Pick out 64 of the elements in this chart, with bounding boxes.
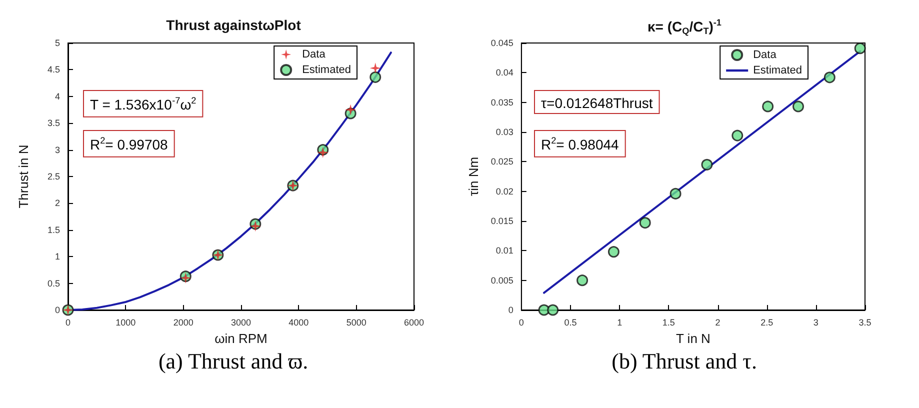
y-tick-label: 0.01	[496, 246, 514, 256]
x-tick-label: 4000	[288, 318, 309, 328]
legend-label: Data	[753, 49, 778, 61]
x-tick-label: 1000	[116, 318, 136, 328]
point	[639, 217, 651, 229]
y-tick-label: 4	[54, 91, 60, 102]
text: (b) Thrust and τ.	[612, 348, 757, 374]
x-tick-label: 2	[715, 318, 720, 328]
x-tick-label: 3.5	[858, 318, 872, 328]
y-tick-label: 0	[508, 305, 514, 315]
point	[701, 158, 713, 170]
x-tick-label: 2.5	[760, 318, 774, 328]
y-tick-label: 4.5	[47, 64, 60, 75]
point	[854, 42, 866, 54]
y-axis-title: τin Nm	[466, 156, 481, 196]
x-axis-title: ωin RPM	[214, 330, 268, 346]
text: (a) Thrust and ϖ.	[158, 348, 308, 374]
legend-label: Data	[302, 48, 326, 60]
x-tick-label: 0	[518, 318, 524, 328]
y-tick-label: 0.04	[496, 68, 514, 78]
y-tick-label: 0.5	[47, 278, 60, 288]
point	[608, 246, 620, 258]
y-tick-label: 3.5	[47, 118, 60, 128]
point	[547, 304, 559, 316]
point	[370, 71, 382, 83]
x-tick-label: 5000	[346, 318, 366, 328]
point	[762, 100, 774, 112]
point	[670, 188, 682, 200]
y-tick-label: 0.035	[490, 97, 514, 108]
y-tick-label: 2.5	[47, 172, 60, 182]
point	[250, 220, 261, 232]
annotation: τ=0.012648Thrust	[541, 95, 653, 111]
legend-label: Estimated	[753, 64, 802, 76]
x-tick-label: 0	[65, 318, 71, 328]
x-tick-label: 3	[813, 318, 818, 328]
x-tick-label: 3000	[230, 318, 252, 328]
y-axis-title: Thrust in N	[16, 144, 31, 208]
y-tick-label: 0.03	[496, 127, 514, 137]
y-tick-label: 0	[54, 305, 60, 315]
x-tick-label: 2000	[173, 318, 194, 328]
point	[370, 62, 381, 74]
x-axis-title: T in N	[676, 330, 710, 346]
y-tick-label: 0.02	[496, 186, 514, 196]
point	[732, 130, 744, 142]
y-tick-label: 3	[54, 144, 60, 155]
x-tick-label: 6000	[404, 318, 424, 328]
y-tick-label: 0.045	[490, 38, 514, 48]
point	[824, 72, 836, 84]
y-tick-label: 5	[54, 38, 60, 48]
y-tick-label: 0.005	[490, 275, 514, 286]
y-tick-label: 0.015	[490, 216, 514, 226]
x-tick-label: 0.5	[564, 318, 577, 328]
point	[317, 146, 328, 158]
legend-label: Estimated	[302, 64, 352, 76]
point	[345, 104, 356, 116]
x-tick-label: 1.5	[662, 318, 675, 328]
y-tick-label: 0.025	[490, 156, 514, 167]
y-tick-label: 1.5	[47, 224, 60, 235]
y-tick-label: 1	[54, 252, 60, 262]
point	[576, 274, 588, 286]
point	[792, 100, 804, 112]
chart-title: Thrust againstωPlot	[166, 17, 302, 33]
x-tick-label: 1	[617, 318, 622, 328]
y-tick-label: 2	[54, 198, 60, 208]
